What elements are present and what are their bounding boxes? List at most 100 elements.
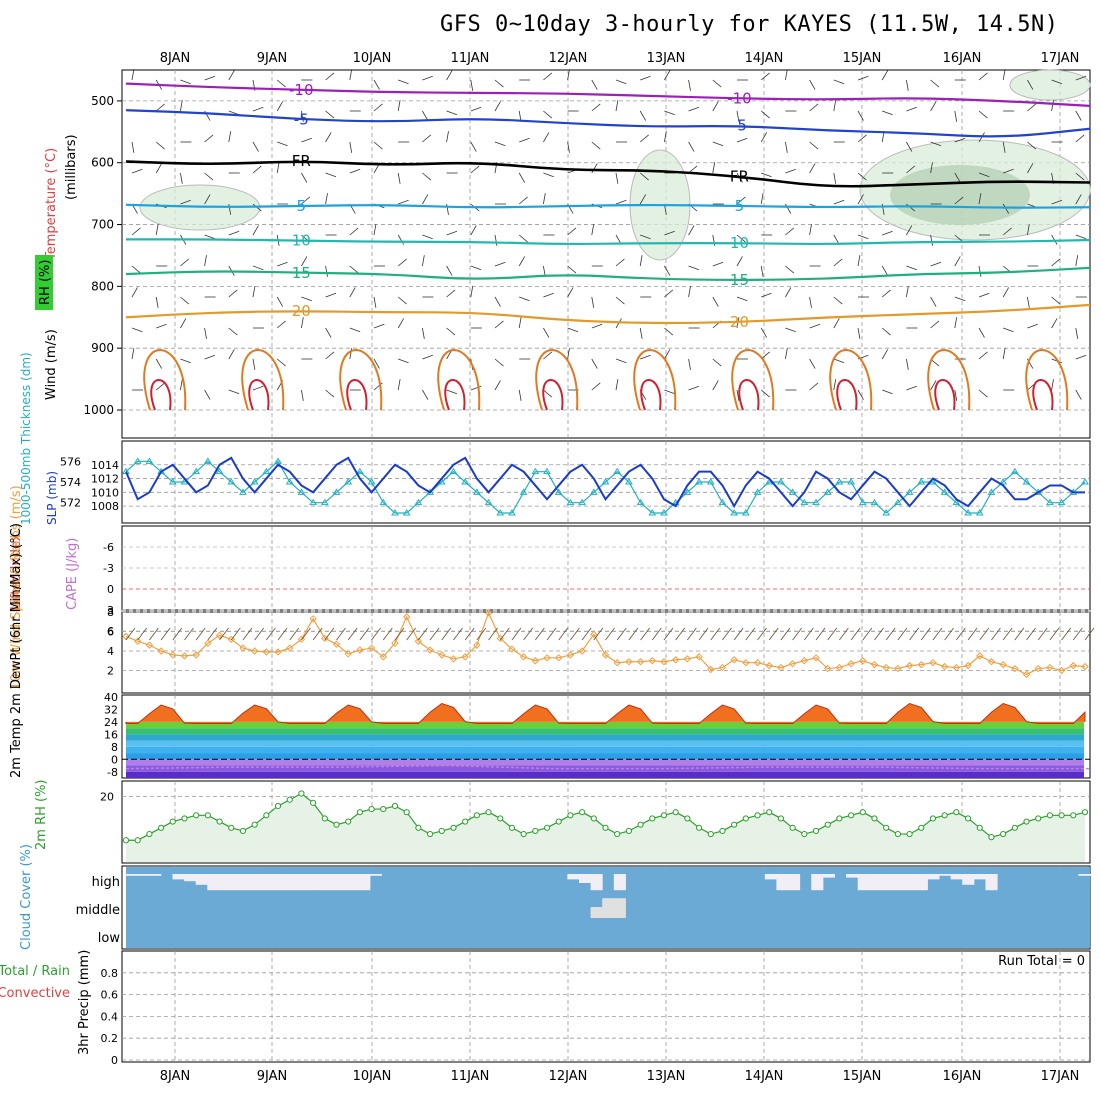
- wind-speed-point: [894, 664, 902, 673]
- wind-barb: [494, 320, 504, 329]
- wind-barb: [785, 348, 788, 360]
- cloud-high-cell: [184, 874, 197, 882]
- thickness-point: [344, 478, 353, 485]
- temp-band: [126, 746, 1084, 754]
- thickness-point: [823, 488, 832, 495]
- isotherm-10: [125, 238, 1091, 246]
- wind-barb: [712, 162, 716, 174]
- wind-barb: [180, 296, 190, 305]
- wind-barb-10m: [745, 627, 756, 641]
- wind-speed-point: [730, 656, 738, 664]
- wind-barb: [882, 389, 893, 395]
- wind-barb: [664, 349, 671, 360]
- wind-barb: [131, 287, 138, 298]
- run-total: Run Total = 0: [998, 954, 1085, 969]
- cloud-high-cell: [253, 874, 266, 891]
- wind-barb: [930, 380, 937, 391]
- wind-barb: [833, 296, 843, 305]
- wind-barb: [519, 137, 530, 143]
- rh-point: [181, 815, 188, 822]
- wind-barb: [567, 327, 579, 333]
- wind-barb: [373, 224, 377, 236]
- wind-barb-10m: [757, 627, 767, 641]
- wind-barb-10m: [1026, 627, 1036, 641]
- wind-barb: [736, 296, 748, 302]
- wind-barb-10m: [768, 627, 779, 641]
- wind-speed-point: [274, 648, 282, 656]
- wind-barb-10m: [710, 627, 721, 641]
- wind-barb: [543, 110, 553, 119]
- wind-speed-point: [367, 644, 376, 652]
- thickness-point: [695, 478, 703, 485]
- rh-point: [614, 830, 621, 838]
- wind-barb: [349, 327, 361, 333]
- wind-barb-10m: [558, 627, 569, 641]
- wind-barb-10m: [663, 627, 674, 641]
- thickness-point: [274, 457, 282, 464]
- rh-point: [228, 824, 235, 831]
- rh-point: [836, 815, 843, 822]
- thickness-point: [835, 478, 844, 485]
- thickness-point: [1022, 478, 1031, 485]
- wind-barb-10m: [792, 627, 802, 641]
- wind-speed-point: [765, 661, 773, 670]
- wind-barb: [373, 323, 385, 329]
- wind-barb: [639, 134, 649, 143]
- wind-speed-point: [1022, 670, 1031, 679]
- rh-point: [543, 824, 551, 831]
- wind-speed-point: [999, 660, 1007, 669]
- rh-tick-label: 20: [100, 791, 114, 804]
- wind-barb: [204, 354, 216, 360]
- panel-frame-rh: [121, 780, 1091, 864]
- wind-barb: [252, 358, 256, 370]
- contour-30: [934, 379, 956, 411]
- rh-point: [310, 799, 317, 806]
- rh-point: [754, 812, 761, 819]
- rh-point: [438, 827, 445, 835]
- wind-speed-point: [344, 650, 352, 658]
- isotherm-label: FR: [292, 152, 311, 170]
- rh-point: [929, 815, 937, 822]
- wind-speed-point: [613, 658, 621, 667]
- rh-point: [333, 821, 340, 828]
- wind-barb: [422, 234, 433, 240]
- wind-barb: [591, 163, 598, 174]
- wind-barb: [180, 79, 191, 85]
- thickness-point: [636, 498, 645, 506]
- cloud-high-cell: [195, 874, 208, 885]
- isotherm-20: [125, 303, 1091, 325]
- wind-barb: [155, 163, 163, 174]
- wind-barb: [978, 292, 990, 298]
- wind-speed-point: [543, 654, 551, 662]
- rh-point: [777, 815, 785, 822]
- wind-barb: [978, 110, 988, 119]
- pressure-tick-label: 500: [91, 94, 114, 108]
- stability-tick-label: -6: [103, 541, 114, 554]
- thickness-ylabel: 1000-500mb Thickness (dm) SLP (mb): [19, 352, 59, 525]
- rh-point: [964, 815, 972, 822]
- wind-speed-point: [964, 661, 972, 670]
- rh-point: [590, 815, 597, 822]
- wind-barb: [688, 106, 700, 112]
- thickness-point: [519, 488, 528, 495]
- wind-barb: [228, 70, 235, 81]
- wind-barb: [422, 327, 425, 339]
- wind-barb: [785, 69, 788, 81]
- wind-barb: [906, 203, 916, 212]
- wind-barb: [567, 287, 574, 298]
- wind-barb: [180, 258, 190, 267]
- ylabel-rh: RH (%): [38, 260, 53, 305]
- thickness-point: [952, 498, 961, 506]
- wind-barb: [1051, 318, 1058, 329]
- wind-barb: [785, 227, 795, 236]
- rh-point: [801, 830, 808, 838]
- thickness-point: [472, 488, 481, 495]
- cloud-ylabel: Cloud Cover (%): [19, 844, 34, 950]
- rh-point: [274, 802, 282, 810]
- wind-barb: [906, 79, 909, 91]
- cloud-high-cell: [985, 874, 998, 891]
- wind-barb: [930, 79, 940, 88]
- isotherm-5: [125, 203, 1091, 209]
- wind-barb: [325, 327, 332, 338]
- wind-barb: [857, 194, 864, 205]
